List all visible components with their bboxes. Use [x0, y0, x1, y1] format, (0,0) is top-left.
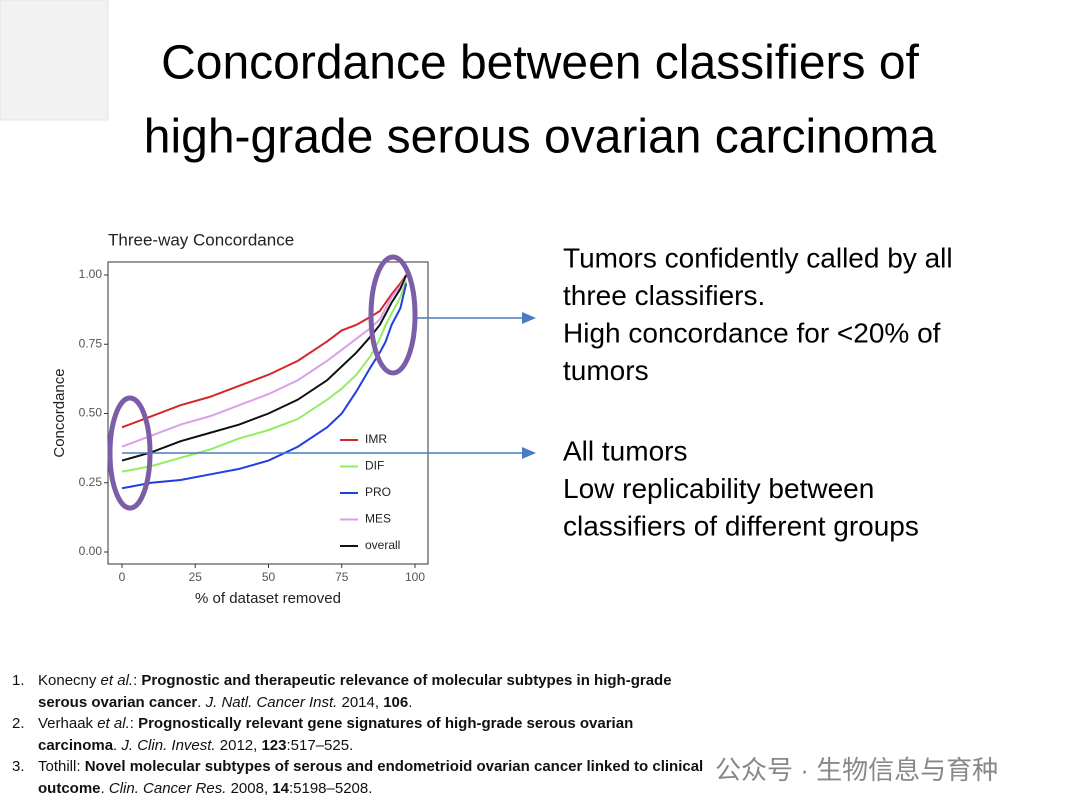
- reference-text: 123: [261, 736, 287, 754]
- reference-text: J. Clin. Invest.: [121, 736, 216, 754]
- reference-text: :517–525.: [286, 736, 354, 754]
- reference-text: .: [408, 693, 413, 711]
- series-line: [121, 274, 408, 448]
- reference: 3. Tothill: Novel molecular subtypes of s…: [12, 756, 704, 799]
- x-tick-label: 50: [262, 570, 276, 584]
- reference-text: et al.: [97, 715, 130, 732]
- note-line: Low replicability between: [563, 473, 874, 504]
- y-axis-label: Concordance: [51, 368, 68, 457]
- note-line: tumors: [563, 355, 649, 386]
- reference-text: .: [197, 693, 206, 711]
- reference-text: Clin. Cancer Res.: [108, 779, 227, 797]
- reference-text: :: [129, 715, 139, 732]
- corner-box: [0, 0, 109, 121]
- note-line: All tumors: [563, 435, 687, 466]
- reference-text: Tothill: [38, 758, 77, 775]
- y-tick-label: 0.00: [79, 544, 103, 558]
- x-axis-label: % of dataset removed: [195, 590, 341, 607]
- slide-title: high-grade serous ovarian carcinoma: [144, 111, 937, 164]
- reference-text: :: [133, 672, 142, 689]
- reference-text: .: [100, 779, 109, 797]
- legend-label: MES: [365, 512, 391, 526]
- reference-text: Prognostically relevant gene signatures …: [38, 715, 634, 754]
- note-line: classifiers of different groups: [563, 510, 919, 541]
- reference-text: 2014,: [337, 693, 384, 711]
- legend-label: overall: [365, 538, 400, 552]
- reference-text: 2012,: [215, 736, 262, 754]
- slide-title: Concordance between classifiers of: [161, 37, 919, 90]
- legend-label: DIF: [365, 459, 384, 473]
- reference-text: .: [113, 736, 122, 754]
- note-line: High concordance for <20% of: [563, 317, 941, 348]
- highlight-ellipse: [368, 254, 418, 376]
- arrow-head: [522, 312, 536, 324]
- reference-text: Verhaak: [38, 715, 98, 732]
- reference-text: Prognostic and therapeutic relevance of …: [38, 672, 672, 711]
- reference-text: :5198–5208.: [288, 779, 373, 797]
- reference-text: 14: [272, 779, 289, 797]
- reference-text: Konecny: [38, 672, 101, 689]
- reference: 2. Verhaak et al.: Prognostically relevan…: [12, 713, 704, 756]
- reference: 1. Konecny et al.: Prognostic and therape…: [12, 670, 704, 713]
- y-tick-label: 0.25: [79, 475, 103, 489]
- arrow-head: [522, 447, 536, 459]
- y-tick-label: 1.00: [79, 267, 103, 281]
- x-tick-label: 75: [335, 570, 349, 584]
- series-line: [121, 274, 408, 429]
- chart: Three-way Concordance 0.00 0.25 0.50 0.75 1.0…: [51, 230, 429, 607]
- references: 1. Konecny et al.: Prognostic and therape…: [12, 670, 704, 799]
- notes: Tumors confidently called by all three cl…: [563, 242, 953, 541]
- legend-label: IMR: [365, 432, 387, 446]
- legend-label: PRO: [365, 485, 391, 499]
- x-tick-label: 25: [189, 570, 203, 584]
- reference-text: et al.: [100, 672, 134, 689]
- reference-text: Novel molecular subtypes of serous and e…: [38, 758, 704, 797]
- series-line: [121, 274, 408, 462]
- highlight-ellipse: [107, 395, 153, 511]
- x-tick-label: 0: [119, 570, 126, 584]
- reference-number: 3.: [12, 758, 25, 775]
- note-line: Tumors confidently called by all: [563, 242, 953, 273]
- note-line: three classifiers.: [563, 280, 765, 311]
- x-tick-label: 100: [405, 570, 425, 584]
- reference-number: 2.: [12, 715, 25, 732]
- series-line: [121, 283, 408, 490]
- reference-number: 1.: [12, 672, 25, 689]
- reference-text: J. Natl. Cancer Inst.: [205, 693, 338, 711]
- chart-title: Three-way Concordance: [108, 230, 294, 249]
- watermark: 公众号 · 生物信息与育种: [715, 755, 999, 785]
- reference-text: 2008,: [226, 779, 273, 797]
- y-tick-label: 0.75: [79, 336, 103, 350]
- reference-text: 106: [383, 693, 409, 711]
- y-tick-label: 0.50: [79, 406, 103, 420]
- reference-text: :: [76, 758, 85, 775]
